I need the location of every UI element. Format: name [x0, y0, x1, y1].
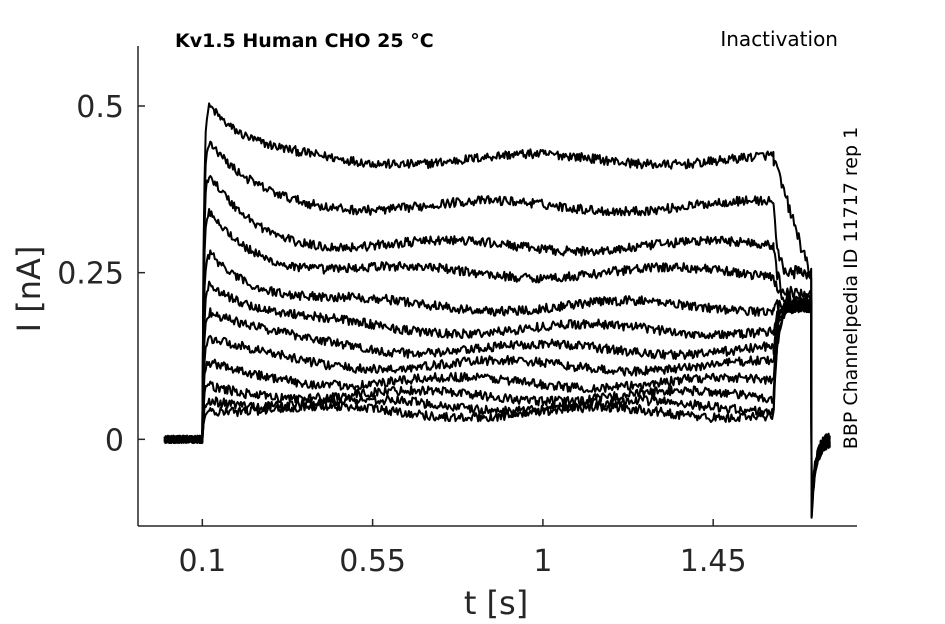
chart-title: Kv1.5 Human CHO 25 °C — [175, 30, 434, 52]
y-ticks: 0 0.25 0.5 — [57, 90, 145, 458]
x-axis-label: t [s] — [464, 584, 528, 622]
current-trace-1 — [164, 102, 831, 510]
current-trace-2 — [163, 140, 830, 519]
current-trace-4 — [163, 208, 831, 517]
current-trace-6 — [163, 280, 831, 507]
current-trace-7 — [164, 298, 831, 499]
x-tick-label: 1 — [533, 544, 552, 579]
current-trace-3 — [163, 175, 831, 519]
x-tick-label: 0.1 — [178, 544, 226, 579]
y-tick-label: 0.25 — [57, 257, 124, 292]
current-trace-8 — [163, 298, 831, 504]
current-trace-9 — [163, 299, 831, 504]
y-tick-label: 0.5 — [76, 90, 124, 125]
x-tick-label: 0.55 — [339, 544, 406, 579]
current-trace-10 — [163, 299, 831, 504]
y-axis-label: I [nA] — [10, 246, 48, 333]
y-tick-label: 0 — [105, 423, 124, 458]
side-label: BBP Channelpedia ID 11717 rep 1 — [840, 127, 862, 449]
current-trace-12 — [163, 299, 831, 504]
x-ticks: 0.1 0.55 1 1.45 — [178, 519, 747, 579]
chart-subtitle: Inactivation — [720, 27, 838, 51]
current-trace-5 — [163, 249, 831, 503]
x-tick-label: 1.45 — [680, 544, 747, 579]
current-trace-11 — [163, 299, 831, 505]
traces-group — [163, 102, 831, 519]
